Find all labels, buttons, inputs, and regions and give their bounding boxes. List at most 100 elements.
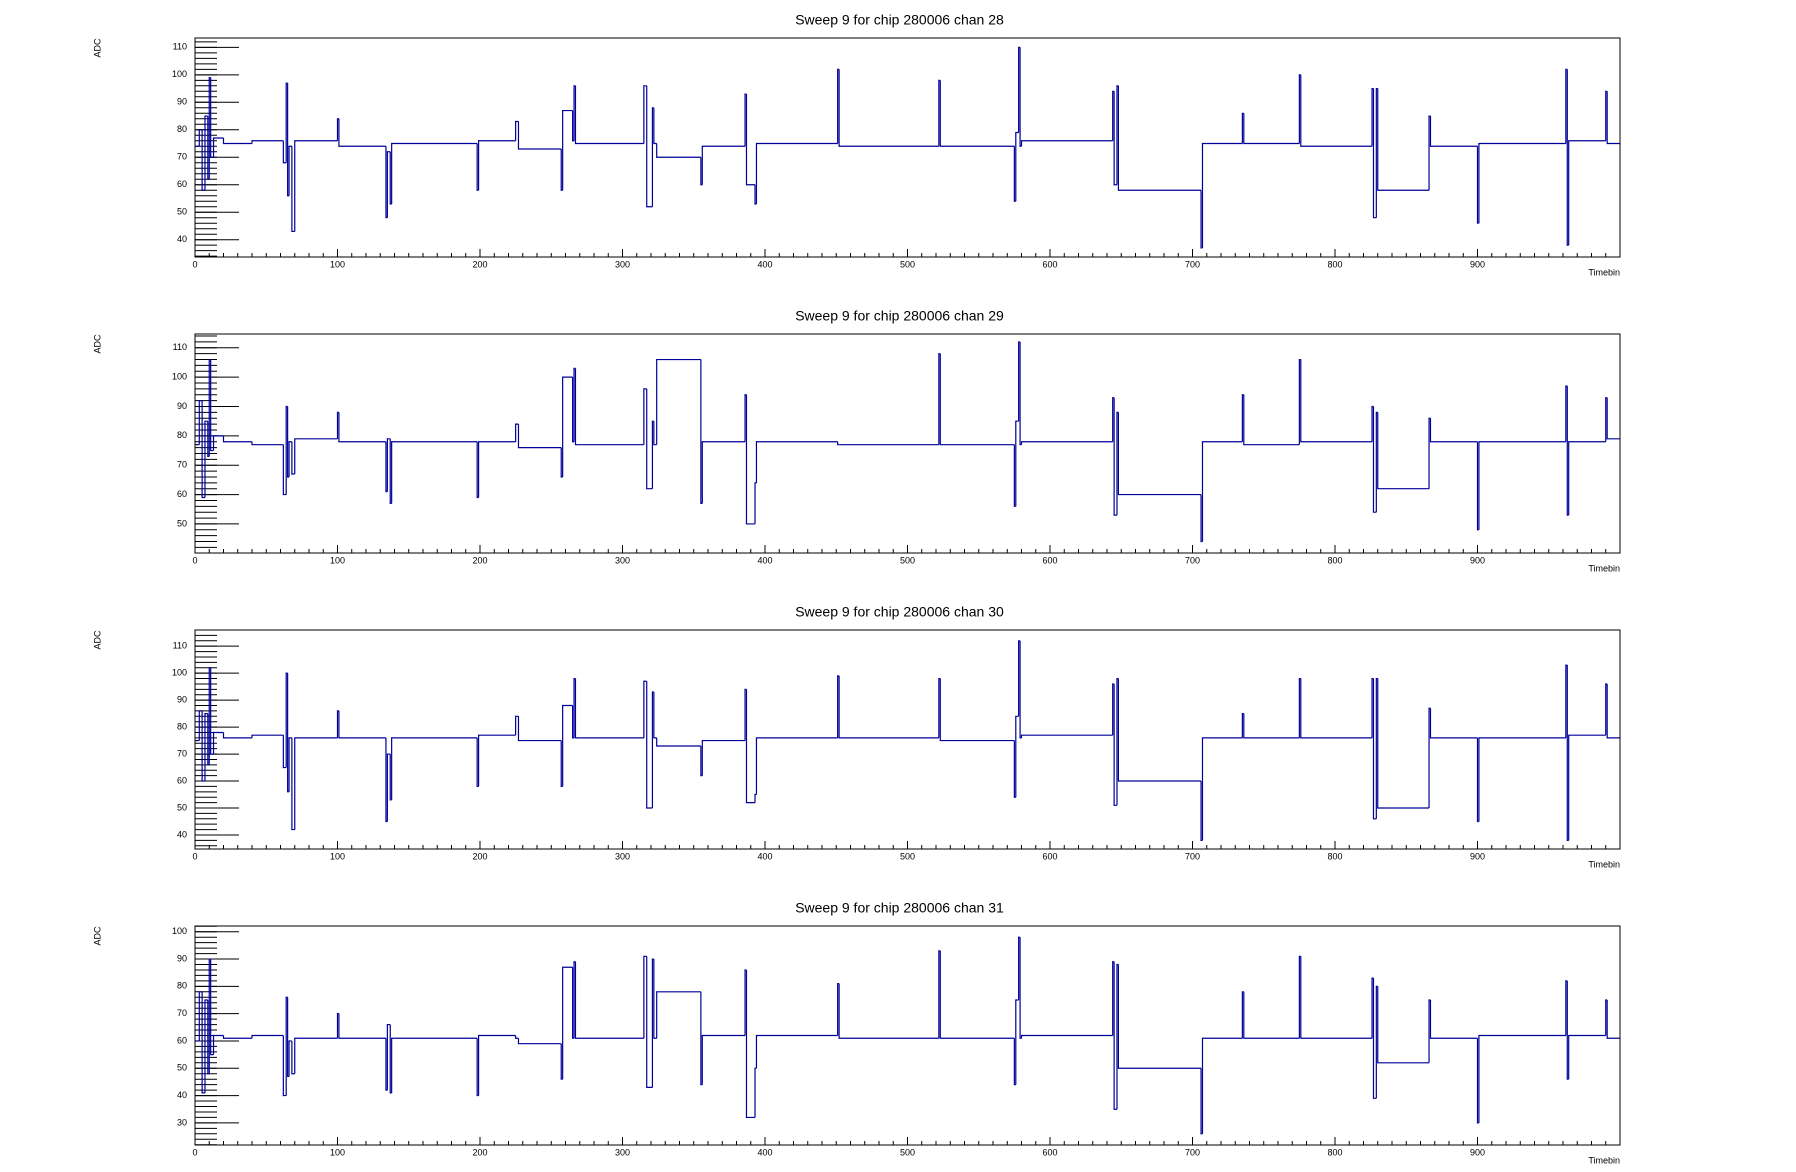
x-tick-label: 500 bbox=[900, 851, 915, 861]
histogram-step bbox=[838, 675, 939, 739]
y-tick-label: 40 bbox=[177, 1090, 187, 1100]
histogram-step bbox=[1113, 397, 1117, 516]
histogram-step bbox=[1201, 441, 1243, 542]
x-tick-label: 200 bbox=[472, 259, 487, 269]
histogram-step bbox=[754, 1067, 757, 1118]
histogram-step bbox=[515, 423, 519, 442]
histogram-step bbox=[1020, 734, 1113, 738]
x-tick-label: 700 bbox=[1185, 555, 1200, 565]
x-tick-label: 500 bbox=[900, 1147, 915, 1157]
histogram-step bbox=[574, 85, 644, 145]
histogram-step bbox=[1429, 1000, 1478, 1039]
histogram-step bbox=[1606, 1000, 1620, 1039]
x-tick-label: 300 bbox=[615, 851, 630, 861]
x-tick-label: 0 bbox=[192, 1147, 197, 1157]
y-tick-label: 100 bbox=[172, 668, 187, 678]
histogram-step bbox=[562, 109, 573, 191]
y-tick-label: 100 bbox=[172, 926, 187, 936]
x-axis-title: Timebin bbox=[1588, 859, 1620, 869]
histogram-step bbox=[294, 1037, 338, 1074]
histogram-step bbox=[210, 667, 214, 755]
x-tick-label: 500 bbox=[900, 259, 915, 269]
x-tick-label: 900 bbox=[1470, 259, 1485, 269]
histogram-step bbox=[210, 959, 214, 1056]
x-tick-label: 400 bbox=[757, 259, 772, 269]
x-tick-label: 500 bbox=[900, 555, 915, 565]
histogram-step bbox=[643, 680, 647, 738]
histogram-step bbox=[204, 115, 208, 191]
histogram-step bbox=[204, 420, 208, 498]
histogram-step bbox=[574, 678, 644, 739]
x-tick-label: 0 bbox=[192, 851, 197, 861]
histogram-step bbox=[1478, 1034, 1566, 1123]
histogram-step bbox=[1377, 88, 1430, 191]
histogram-step bbox=[754, 793, 757, 803]
histogram-step bbox=[1018, 46, 1021, 133]
histogram-step bbox=[755, 1034, 838, 1069]
histogram-step bbox=[282, 1035, 287, 1097]
histogram-step bbox=[1298, 358, 1301, 445]
histogram-step bbox=[1117, 964, 1202, 1069]
x-tick-label: 300 bbox=[615, 259, 630, 269]
y-axis-title: ADC bbox=[92, 38, 102, 58]
x-tick-label: 100 bbox=[330, 555, 345, 565]
x-tick-label: 100 bbox=[330, 851, 345, 861]
histogram-step bbox=[198, 400, 203, 445]
histogram-step bbox=[476, 737, 479, 788]
histogram-step bbox=[517, 121, 562, 150]
histogram-step bbox=[212, 731, 224, 755]
x-tick-label: 600 bbox=[1042, 259, 1057, 269]
x-tick-label: 800 bbox=[1327, 851, 1342, 861]
histogram-step bbox=[1117, 85, 1202, 191]
histogram-step bbox=[291, 441, 295, 475]
plot-frame bbox=[194, 333, 1621, 554]
histogram-step bbox=[838, 69, 939, 147]
plot-frame bbox=[194, 629, 1621, 850]
histogram-step bbox=[1377, 986, 1430, 1064]
histogram-step bbox=[391, 737, 478, 800]
histogram-step bbox=[744, 394, 747, 442]
y-tick-label: 40 bbox=[177, 829, 187, 839]
x-tick-label: 800 bbox=[1327, 1147, 1342, 1157]
histogram-step bbox=[212, 137, 224, 158]
histogram-step bbox=[201, 400, 205, 499]
x-tick-label: 400 bbox=[757, 851, 772, 861]
histogram-step bbox=[643, 85, 647, 144]
histogram-step bbox=[755, 441, 838, 483]
histogram-step bbox=[222, 1035, 252, 1039]
x-tick-label: 900 bbox=[1470, 851, 1485, 861]
x-axis-title: Timebin bbox=[1588, 267, 1620, 277]
histogram-step bbox=[1015, 420, 1019, 507]
y-axis-title: ADC bbox=[92, 630, 102, 650]
x-tick-label: 600 bbox=[1042, 555, 1057, 565]
histogram-step bbox=[391, 1037, 478, 1093]
histogram-step bbox=[1243, 113, 1300, 145]
histogram-step bbox=[201, 129, 205, 191]
histogram-step bbox=[294, 140, 338, 232]
histogram-step bbox=[336, 411, 339, 439]
histogram-step bbox=[1606, 397, 1620, 440]
panel: Sweep 9 for chip 280006 chan 30 ADC Timebi… bbox=[92, 604, 1621, 869]
histogram-step bbox=[1113, 961, 1117, 1110]
histogram-step bbox=[1478, 441, 1566, 530]
histogram-step bbox=[1478, 142, 1566, 224]
y-tick-label: 90 bbox=[177, 97, 187, 107]
histogram-step bbox=[745, 689, 756, 804]
histogram-step bbox=[1013, 740, 1016, 798]
histogram-step bbox=[701, 441, 746, 504]
histogram-step bbox=[210, 359, 214, 452]
histogram-step bbox=[198, 991, 203, 1041]
histogram-step bbox=[837, 441, 840, 446]
histogram-step bbox=[837, 983, 840, 1036]
histogram-step bbox=[653, 421, 657, 446]
histogram-step bbox=[1113, 683, 1117, 806]
y-tick-label: 40 bbox=[177, 234, 187, 244]
histogram-step bbox=[646, 388, 653, 490]
histogram-step bbox=[1201, 1037, 1243, 1134]
histogram-step bbox=[294, 737, 338, 830]
histogram-step bbox=[477, 1034, 516, 1096]
y-tick-label: 100 bbox=[172, 69, 187, 79]
x-tick-label: 300 bbox=[615, 555, 630, 565]
histogram-step bbox=[1568, 441, 1606, 516]
